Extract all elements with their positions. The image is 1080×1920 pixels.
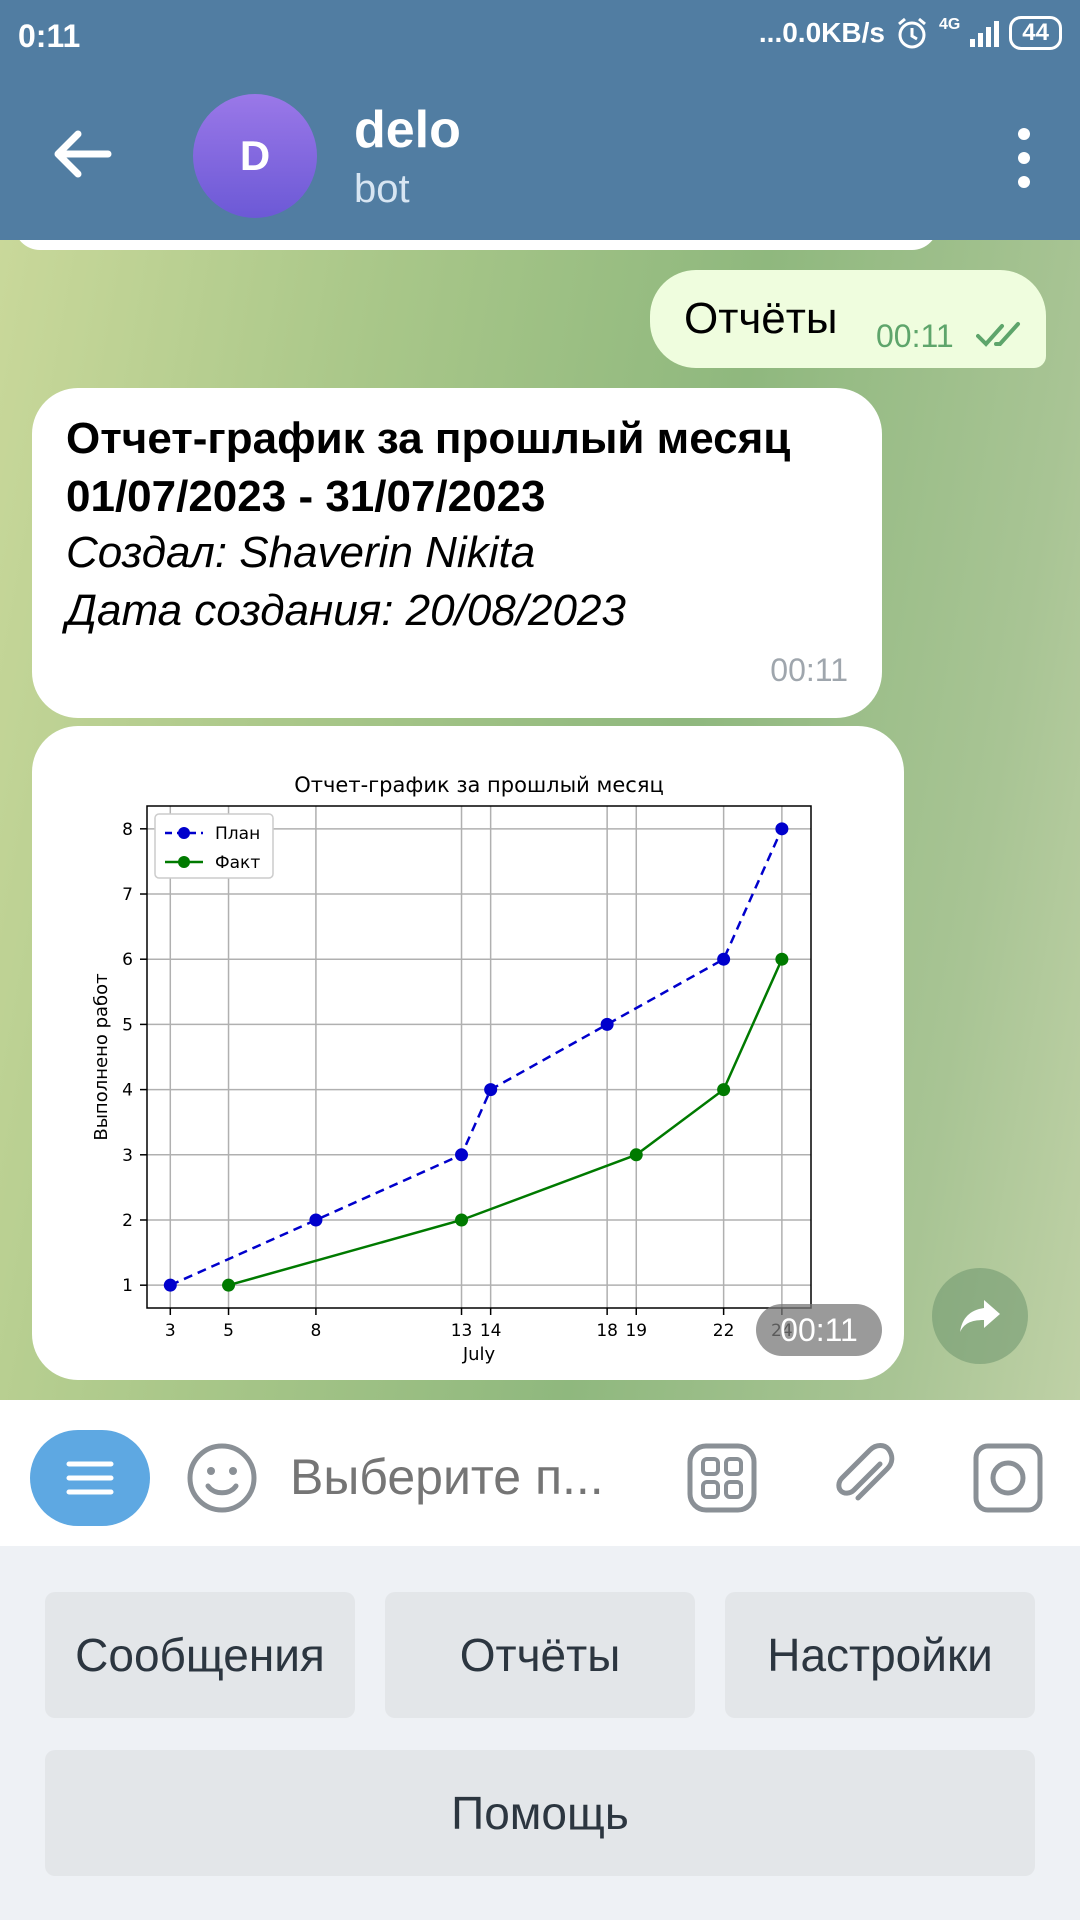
x-tick-label: 22: [713, 1321, 735, 1341]
y-tick-label: 8: [122, 820, 133, 840]
avatar[interactable]: D: [193, 94, 317, 218]
data-point-series-1: [455, 1148, 469, 1162]
share-button[interactable]: [932, 1268, 1028, 1364]
data-point-series-2: [775, 952, 789, 966]
report-title: Отчет-график за прошлый месяц 01/07/2023…: [66, 410, 790, 526]
series-line-2: [228, 958, 784, 1287]
keyboard-button-settings[interactable]: Настройки: [725, 1592, 1035, 1718]
data-point-series-2: [222, 1278, 236, 1292]
network-type: 4G: [938, 16, 961, 33]
emoji-icon[interactable]: [186, 1442, 258, 1514]
double-check-icon: [976, 322, 1020, 347]
x-axis-label: July: [462, 1344, 496, 1365]
more-menu-button[interactable]: [1004, 128, 1044, 188]
message-input[interactable]: [290, 1442, 650, 1512]
data-point-series-2: [717, 1083, 731, 1097]
battery-indicator: 44: [1009, 16, 1062, 50]
outgoing-message[interactable]: Отчёты 00:11: [650, 270, 1046, 368]
signal-icon: [970, 19, 1000, 47]
y-axis-label: Выполнено работ: [91, 973, 112, 1140]
x-tick-label: 18: [596, 1321, 618, 1341]
report-chart: 35813141819222412345678Отчет-график за п…: [91, 773, 812, 1365]
y-tick-label: 4: [122, 1081, 133, 1101]
chart-photo-message[interactable]: 35813141819222412345678Отчет-график за п…: [32, 726, 904, 1400]
chart-title: Отчет-график за прошлый месяц: [294, 773, 664, 797]
y-tick-label: 1: [122, 1276, 133, 1296]
status-bar: 0:11 ...0.0KB/s 4G 44: [0, 0, 1080, 72]
incoming-message[interactable]: Отчет-график за прошлый месяц 01/07/2023…: [32, 388, 882, 718]
arrow-left-icon: [54, 130, 112, 178]
data-point-series-1: [717, 952, 731, 966]
chat-header: D delo bot: [0, 72, 1080, 240]
x-tick-label: 8: [310, 1321, 321, 1341]
chart-image[interactable]: 35813141819222412345678Отчет-график за п…: [32, 726, 904, 1380]
status-indicators: ...0.0KB/s 4G 44: [759, 16, 1062, 50]
legend-label-2: Факт: [215, 853, 260, 873]
previous-message-bubble: [14, 240, 938, 250]
alarm-icon: [897, 17, 926, 49]
report-period: 01/07/2023 - 31/07/2023: [66, 472, 546, 521]
y-tick-label: 6: [122, 950, 133, 970]
plot-frame: [146, 805, 812, 1309]
keyboard-button-help[interactable]: Помощь: [45, 1750, 1035, 1876]
data-point-series-2: [629, 1148, 643, 1162]
y-tick-label: 5: [122, 1015, 133, 1035]
paperclip-icon[interactable]: [828, 1442, 900, 1514]
bot-keyboard-icon[interactable]: [686, 1442, 758, 1514]
bot-menu-button[interactable]: [30, 1430, 150, 1526]
outgoing-message-text: Отчёты: [684, 294, 838, 343]
y-tick-label: 2: [122, 1211, 133, 1231]
x-tick-label: 19: [625, 1321, 647, 1341]
reply-keyboard: Сообщения Отчёты Настройки Помощь: [0, 1546, 1080, 1920]
chat-title[interactable]: delo: [354, 101, 461, 159]
report-title-line1: Отчет-график за прошлый месяц: [66, 414, 791, 463]
keyboard-button-messages[interactable]: Сообщения: [45, 1592, 355, 1718]
y-tick-label: 3: [122, 1146, 133, 1166]
data-point-series-1: [775, 822, 789, 836]
x-tick-label: 3: [165, 1321, 176, 1341]
chat-area[interactable]: Отчёты 00:11 Отчет-график за прошлый мес…: [0, 240, 1080, 1400]
report-meta: Создал: Shaverin Nikita Дата создания: 2…: [66, 524, 626, 640]
photo-message-time: 00:11: [756, 1304, 882, 1356]
back-button[interactable]: [48, 124, 118, 184]
x-tick-label: 14: [480, 1321, 502, 1341]
data-point-series-1: [163, 1278, 177, 1292]
incoming-message-time: 00:11: [770, 652, 848, 688]
data-point-series-1: [600, 1017, 614, 1031]
menu-icon: [66, 1461, 114, 1495]
message-input-bar: [0, 1400, 1080, 1546]
series-line-1: [169, 828, 784, 1287]
report-creator: Создал: Shaverin Nikita: [66, 528, 536, 577]
share-arrow-icon: [960, 1300, 1000, 1332]
data-point-series-1: [309, 1213, 323, 1227]
network-speed: ...0.0KB/s: [758, 17, 885, 48]
report-created-date: Дата создания: 20/08/2023: [66, 586, 626, 635]
x-tick-label: 5: [223, 1321, 234, 1341]
keyboard-button-reports[interactable]: Отчёты: [385, 1592, 695, 1718]
outgoing-message-time: 00:11: [876, 318, 954, 354]
y-tick-label: 7: [122, 885, 133, 905]
data-point-series-1: [484, 1083, 498, 1097]
legend-label-1: План: [215, 824, 260, 844]
legend-marker-2: [178, 856, 190, 868]
legend-marker-1: [178, 827, 190, 839]
camera-icon[interactable]: [972, 1442, 1044, 1514]
status-time: 0:11: [18, 18, 81, 54]
x-tick-label: 13: [451, 1321, 473, 1341]
chat-subtitle: bot: [354, 167, 410, 211]
data-point-series-2: [455, 1213, 469, 1227]
